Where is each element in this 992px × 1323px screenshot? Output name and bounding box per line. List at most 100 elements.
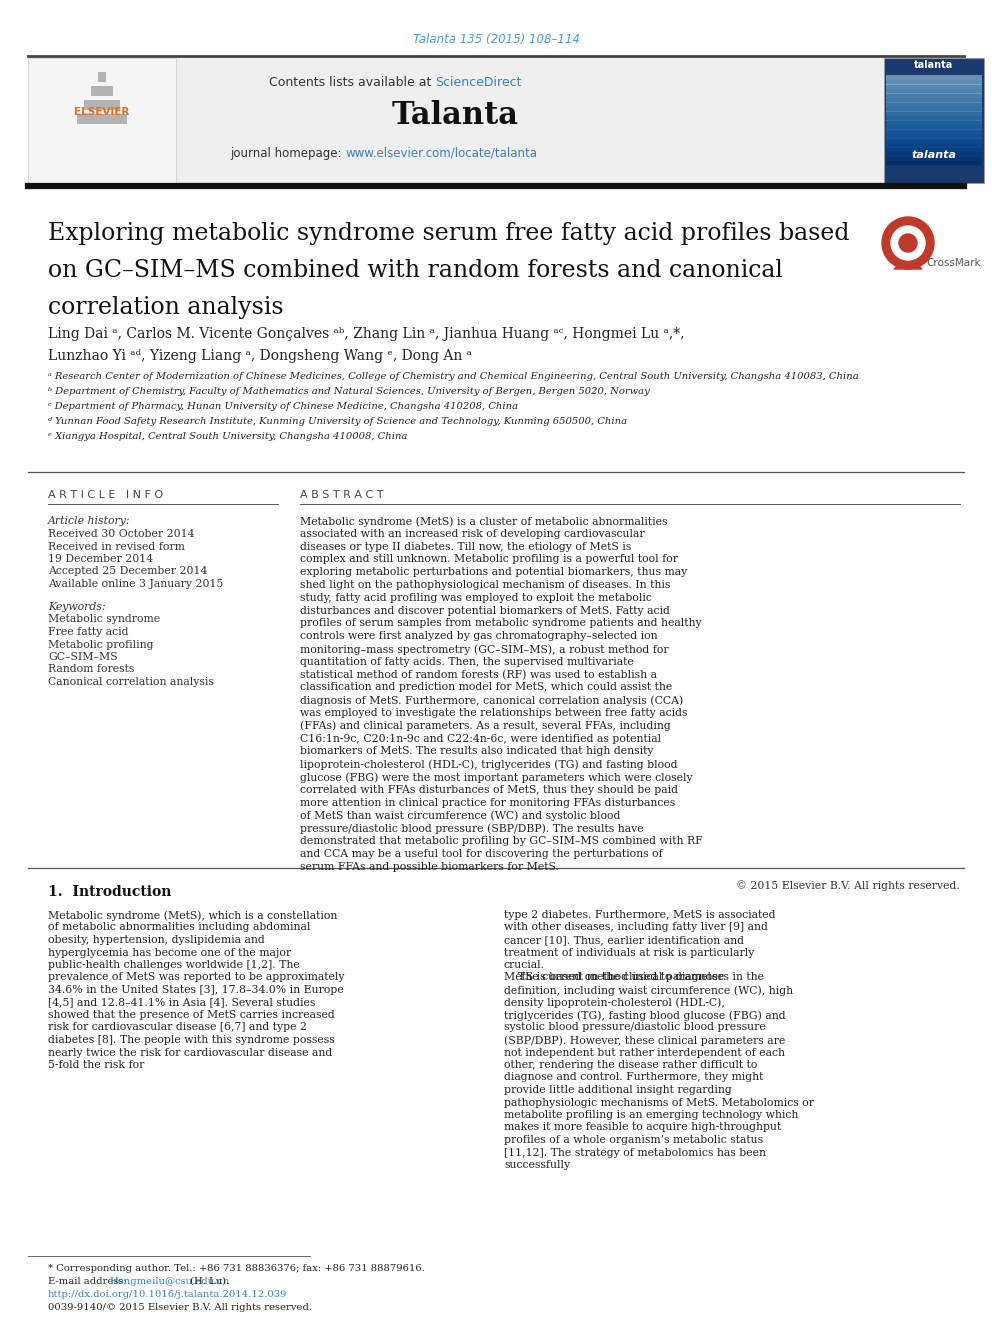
Text: public-health challenges worldwide [1,2]. The: public-health challenges worldwide [1,2]… (48, 960, 300, 970)
Text: correlated with FFAs disturbances of MetS, thus they should be paid: correlated with FFAs disturbances of Met… (300, 785, 678, 795)
Text: pathophysiologic mechanisms of MetS. Metabolomics or: pathophysiologic mechanisms of MetS. Met… (504, 1098, 814, 1107)
Text: Talanta: Talanta (392, 99, 519, 131)
Text: profiles of serum samples from metabolic syndrome patients and healthy: profiles of serum samples from metabolic… (300, 618, 701, 628)
Text: Metabolic syndrome: Metabolic syndrome (48, 614, 160, 624)
Text: A B S T R A C T: A B S T R A C T (300, 490, 384, 500)
Text: showed that the presence of MetS carries increased: showed that the presence of MetS carries… (48, 1009, 334, 1020)
Text: prevalence of MetS was reported to be approximately: prevalence of MetS was reported to be ap… (48, 972, 344, 983)
Bar (886, 134, 982, 139)
Text: Hongmeilu@csu.edu.cn: Hongmeilu@csu.edu.cn (109, 1277, 230, 1286)
Bar (886, 75, 982, 165)
Text: * Corresponding author. Tel.: +86 731 88836376; fax: +86 731 88879616.: * Corresponding author. Tel.: +86 731 88… (48, 1263, 425, 1273)
Text: Accepted 25 December 2014: Accepted 25 December 2014 (48, 566, 207, 577)
Text: Metabolic profiling: Metabolic profiling (48, 639, 154, 650)
Bar (28, 58, 884, 183)
Text: © 2015 Elsevier B.V. All rights reserved.: © 2015 Elsevier B.V. All rights reserved… (736, 880, 960, 892)
Text: Received 30 October 2014: Received 30 October 2014 (48, 529, 194, 538)
Text: complex and still unknown. Metabolic profiling is a powerful tool for: complex and still unknown. Metabolic pro… (300, 554, 678, 565)
Text: C16:1n-9c, C20:1n-9c and C22:4n-6c, were identified as potential: C16:1n-9c, C20:1n-9c and C22:4n-6c, were… (300, 733, 661, 744)
Circle shape (891, 226, 925, 261)
Bar (886, 138, 982, 143)
Text: with other diseases, including fatty liver [9] and: with other diseases, including fatty liv… (504, 922, 768, 933)
Bar (886, 106, 982, 111)
Text: nearly twice the risk for cardiovascular disease and: nearly twice the risk for cardiovascular… (48, 1048, 332, 1057)
Text: 5-fold the risk for: 5-fold the risk for (48, 1060, 145, 1070)
Bar (886, 160, 982, 165)
Text: monitoring–mass spectrometry (GC–SIM–MS), a robust method for: monitoring–mass spectrometry (GC–SIM–MS)… (300, 644, 669, 655)
Text: other, rendering the disease rather difficult to: other, rendering the disease rather diff… (504, 1060, 757, 1070)
Bar (886, 115, 982, 120)
Text: successfully: successfully (504, 1160, 570, 1170)
Bar (84, 101, 120, 110)
Text: metabolite profiling is an emerging technology which: metabolite profiling is an emerging tech… (504, 1110, 799, 1121)
Bar (77, 114, 127, 124)
Text: serum FFAs and possible biomarkers for MetS.: serum FFAs and possible biomarkers for M… (300, 861, 558, 872)
Text: more attention in clinical practice for monitoring FFAs disturbances: more attention in clinical practice for … (300, 798, 676, 807)
Text: http://dx.doi.org/10.1016/j.talanta.2014.12.039: http://dx.doi.org/10.1016/j.talanta.2014… (48, 1290, 288, 1299)
Text: controls were first analyzed by gas chromatography–selected ion: controls were first analyzed by gas chro… (300, 631, 658, 642)
Bar (886, 152, 982, 156)
Text: type 2 diabetes. Furthermore, MetS is associated: type 2 diabetes. Furthermore, MetS is as… (504, 910, 776, 919)
Text: was employed to investigate the relationships between free fatty acids: was employed to investigate the relation… (300, 708, 687, 718)
Bar (886, 124, 982, 130)
Text: Received in revised form: Received in revised form (48, 541, 185, 552)
Text: makes it more feasible to acquire high-throughput: makes it more feasible to acquire high-t… (504, 1122, 782, 1132)
Text: classification and prediction model for MetS, which could assist the: classification and prediction model for … (300, 683, 673, 692)
Text: of metabolic abnormalities including abdominal: of metabolic abnormalities including abd… (48, 922, 310, 933)
Text: pressure/diastolic blood pressure (SBP/DBP). The results have: pressure/diastolic blood pressure (SBP/D… (300, 823, 644, 833)
Text: [11,12]. The strategy of metabolomics has been: [11,12]. The strategy of metabolomics ha… (504, 1147, 766, 1158)
Text: study, fatty acid profiling was employed to exploit the metabolic: study, fatty acid profiling was employed… (300, 593, 652, 603)
Text: systolic blood pressure/diastolic blood pressure: systolic blood pressure/diastolic blood … (504, 1023, 766, 1032)
Bar (886, 83, 982, 89)
Text: Contents lists available at: Contents lists available at (269, 77, 435, 90)
Text: of MetS than waist circumference (WC) and systolic blood: of MetS than waist circumference (WC) an… (300, 811, 620, 822)
Text: Talanta 135 (2015) 108–114: Talanta 135 (2015) 108–114 (413, 33, 579, 46)
Text: diseases or type II diabetes. Till now, the etiology of MetS is: diseases or type II diabetes. Till now, … (300, 541, 631, 552)
Text: provide little additional insight regarding: provide little additional insight regard… (504, 1085, 732, 1095)
Text: quantitation of fatty acids. Then, the supervised multivariate: quantitation of fatty acids. Then, the s… (300, 656, 634, 667)
Bar (886, 102, 982, 107)
Bar (91, 86, 113, 97)
Text: demonstrated that metabolic profiling by GC–SIM–MS combined with RF: demonstrated that metabolic profiling by… (300, 836, 702, 845)
Text: triglycerides (TG), fasting blood glucose (FBG) and: triglycerides (TG), fasting blood glucos… (504, 1009, 786, 1020)
Text: Canonical correlation analysis: Canonical correlation analysis (48, 677, 214, 687)
Text: obesity, hypertension, dyslipidemia and: obesity, hypertension, dyslipidemia and (48, 935, 265, 945)
Text: glucose (FBG) were the most important parameters which were closely: glucose (FBG) were the most important pa… (300, 773, 692, 783)
Text: GC–SIM–MS: GC–SIM–MS (48, 652, 118, 662)
Text: (FFAs) and clinical parameters. As a result, several FFAs, including: (FFAs) and clinical parameters. As a res… (300, 721, 671, 732)
Text: diagnosis of MetS. Furthermore, canonical correlation analysis (CCA): diagnosis of MetS. Furthermore, canonica… (300, 695, 683, 705)
Text: 0039-9140/© 2015 Elsevier B.V. All rights reserved.: 0039-9140/© 2015 Elsevier B.V. All right… (48, 1303, 312, 1312)
Bar (886, 147, 982, 152)
Circle shape (899, 234, 917, 251)
Text: ᵉ Xiangya Hospital, Central South University, Changsha 410008, China: ᵉ Xiangya Hospital, Central South Univer… (48, 433, 408, 441)
Text: 1.  Introduction: 1. Introduction (48, 885, 172, 900)
Text: Keywords:: Keywords: (48, 602, 105, 611)
Circle shape (882, 217, 934, 269)
Text: [4,5] and 12.8–41.1% in Asia [4]. Several studies: [4,5] and 12.8–41.1% in Asia [4]. Severa… (48, 998, 315, 1008)
Text: ScienceDirect: ScienceDirect (435, 77, 522, 90)
Text: ᵃ Research Center of Modernization of Chinese Medicines, College of Chemistry an: ᵃ Research Center of Modernization of Ch… (48, 372, 859, 381)
Text: talanta: talanta (915, 60, 953, 70)
Text: ELSEVIER: ELSEVIER (74, 107, 130, 116)
Text: shed light on the pathophysiological mechanism of diseases. In this: shed light on the pathophysiological mec… (300, 579, 671, 590)
Bar (886, 79, 982, 85)
Text: exploring metabolic perturbations and potential biomarkers, thus may: exploring metabolic perturbations and po… (300, 568, 687, 577)
Text: Available online 3 January 2015: Available online 3 January 2015 (48, 579, 223, 589)
Text: lipoprotein-cholesterol (HDL-C), triglycerides (TG) and fasting blood: lipoprotein-cholesterol (HDL-C), triglyc… (300, 759, 678, 770)
Bar (886, 75, 982, 79)
Text: hyperglycemia has become one of the major: hyperglycemia has become one of the majo… (48, 947, 291, 958)
Text: E-mail address:: E-mail address: (48, 1277, 130, 1286)
Text: risk for cardiovascular disease [6,7] and type 2: risk for cardiovascular disease [6,7] an… (48, 1023, 307, 1032)
Text: Ling Dai ᵃ, Carlos M. Vicente Gonçalves ᵃᵇ, Zhang Lin ᵃ, Jianhua Huang ᵃᶜ, Hongm: Ling Dai ᵃ, Carlos M. Vicente Gonçalves … (48, 327, 684, 341)
Text: diagnose and control. Furthermore, they might: diagnose and control. Furthermore, they … (504, 1073, 764, 1082)
Text: diabetes [8]. The people with this syndrome possess: diabetes [8]. The people with this syndr… (48, 1035, 334, 1045)
Bar (886, 111, 982, 116)
Text: disturbances and discover potential biomarkers of MetS. Fatty acid: disturbances and discover potential biom… (300, 606, 670, 615)
Text: A R T I C L E   I N F O: A R T I C L E I N F O (48, 490, 163, 500)
Text: and CCA may be a useful tool for discovering the perturbations of: and CCA may be a useful tool for discove… (300, 849, 663, 859)
Text: ᵈ Yunnan Food Safety Research Institute, Kunming University of Science and Techn: ᵈ Yunnan Food Safety Research Institute,… (48, 417, 627, 426)
Bar (886, 98, 982, 102)
Bar (886, 143, 982, 147)
Polygon shape (894, 255, 922, 269)
Text: CrossMark: CrossMark (926, 258, 981, 269)
